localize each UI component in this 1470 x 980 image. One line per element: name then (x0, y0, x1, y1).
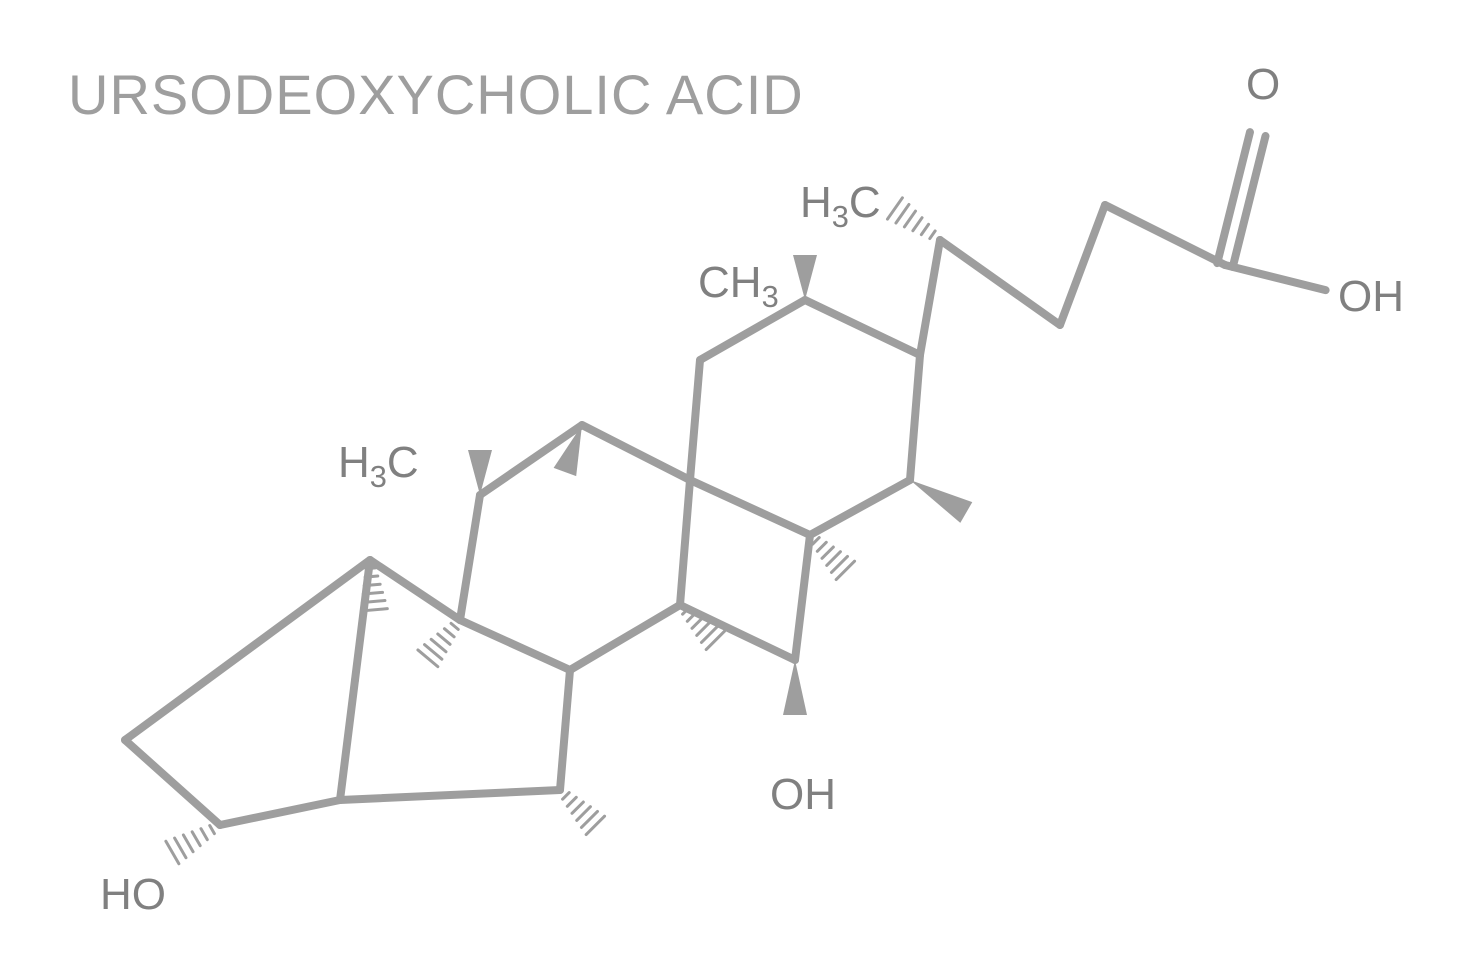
atom-label-CH3_mid: CH3 (698, 258, 779, 315)
atom-label-OH_top: OH (1338, 272, 1404, 322)
molecule-svg (0, 0, 1470, 980)
diagram-canvas: URSODEOXYCHOLIC ACID HOOHH3CCH3H3COOH (0, 0, 1470, 980)
atom-label-HO_left: HO (100, 870, 166, 920)
atom-label-H3C_top: H3C (800, 178, 881, 235)
atom-label-H3C_low: H3C (338, 438, 419, 495)
atom-label-OH_right: OH (770, 770, 836, 820)
atom-label-O_top: O (1246, 60, 1280, 110)
